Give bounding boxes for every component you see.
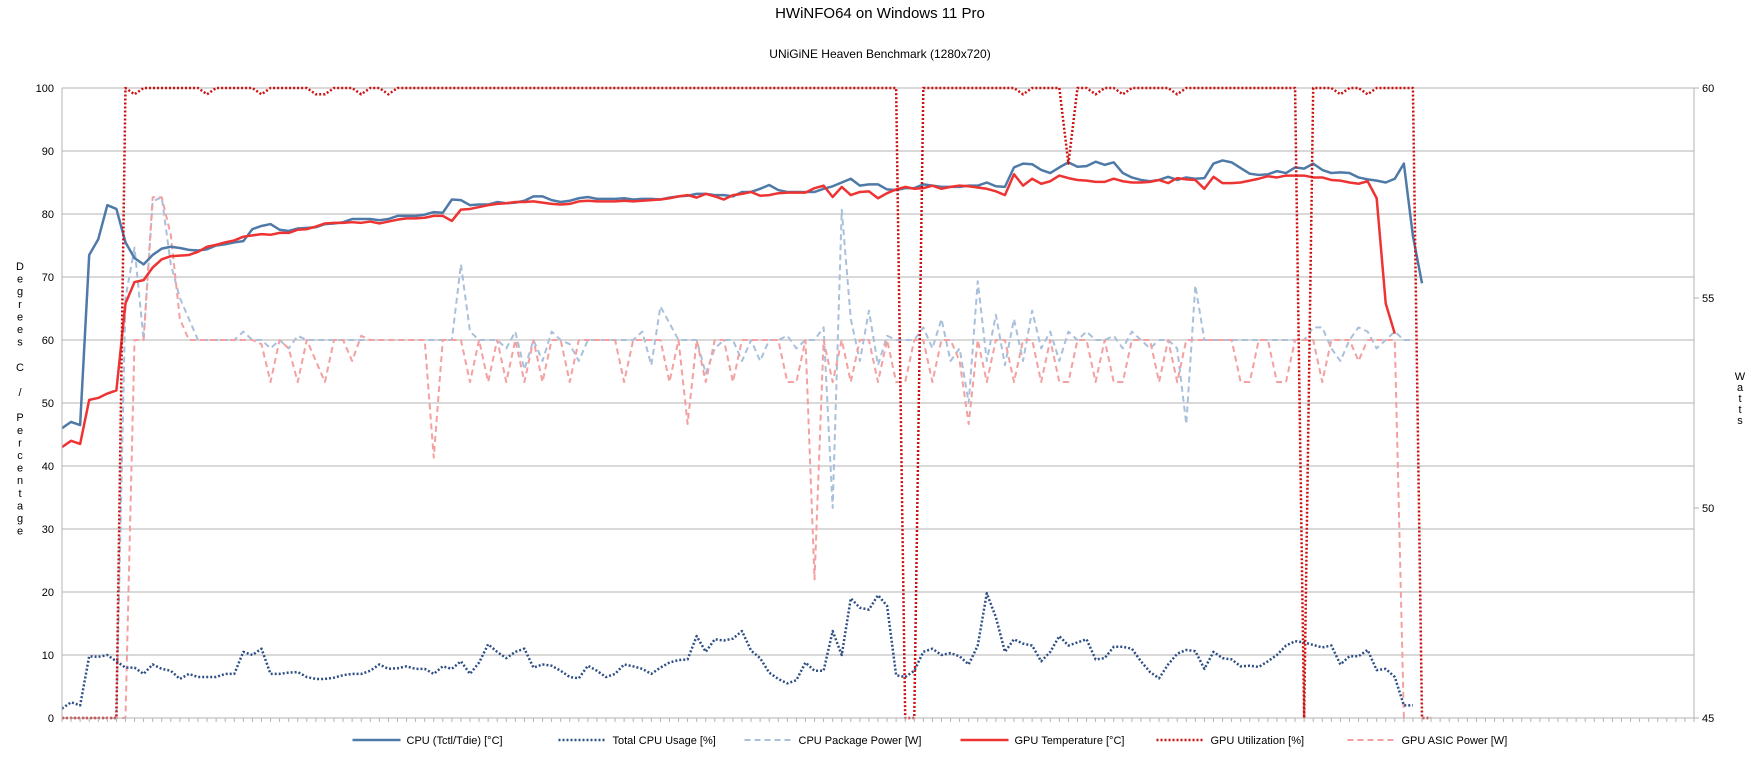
y-tick-label: 80 <box>42 209 54 221</box>
series-line-3 <box>61 173 1396 449</box>
y-tick-label: 40 <box>42 461 54 473</box>
legend-label: CPU (Tctl/Tdie) [°C] <box>407 735 503 747</box>
y-axis-label-char: e <box>17 425 23 437</box>
legend-label: Total CPU Usage [%] <box>613 735 716 747</box>
y-axis-label-char: a <box>17 500 24 512</box>
y2-tick-label: 60 <box>1702 83 1714 95</box>
y-tick-label: 90 <box>42 146 54 158</box>
y-axis-label-char: e <box>17 324 23 336</box>
axis-layer: 010203040506070809010045505560DegreesC/P… <box>16 83 1746 725</box>
y2-tick-label: 55 <box>1702 293 1714 305</box>
legend-label: GPU Temperature [°C] <box>1015 735 1125 747</box>
y-axis-label-char: e <box>17 311 23 323</box>
y-tick-label: 50 <box>42 398 54 410</box>
legend-label: GPU ASIC Power [W] <box>1402 735 1508 747</box>
y-axis-label-char: g <box>17 513 23 525</box>
y2-axis-label-char: a <box>1737 382 1744 394</box>
y2-tick-label: 50 <box>1702 503 1714 515</box>
series-line-5 <box>62 196 1405 719</box>
y2-tick-label: 45 <box>1702 713 1714 725</box>
y-tick-label: 70 <box>42 272 54 284</box>
y-axis-label-char: s <box>17 337 23 349</box>
y2-axis-label-char: t <box>1738 393 1741 405</box>
series-line-2 <box>62 196 1413 719</box>
legend-item: GPU ASIC Power [W] <box>1347 735 1508 747</box>
y-tick-label: 60 <box>42 335 54 347</box>
legend-item: GPU Utilization [%] <box>1156 735 1305 747</box>
series-layer <box>61 86 1432 720</box>
legend-item: Total CPU Usage [%] <box>558 735 716 747</box>
y-axis-label-char: r <box>18 299 22 311</box>
y2-axis-label-char: s <box>1737 415 1743 427</box>
y-axis-label-char: / <box>18 387 22 399</box>
y-axis-label-char: P <box>16 412 23 424</box>
chart-title: HWiNFO64 on Windows 11 Pro <box>775 5 985 22</box>
y-axis-label-char: e <box>17 463 23 475</box>
chart-subtitle: UNiGiNE Heaven Benchmark (1280x720) <box>769 47 990 61</box>
legend-label: GPU Utilization [%] <box>1211 735 1305 747</box>
y-tick-label: 10 <box>42 650 54 662</box>
series-line-1 <box>61 592 1413 710</box>
y-axis-label-char: D <box>16 261 24 273</box>
y-axis-label-char: c <box>17 450 23 462</box>
y-axis-label-char: C <box>16 362 24 374</box>
legend-item: GPU Temperature [°C] <box>960 735 1125 747</box>
legend-item: CPU (Tctl/Tdie) [°C] <box>352 735 503 747</box>
y-axis-label-char: r <box>18 437 22 449</box>
y-axis-label-char: n <box>17 475 23 487</box>
y-tick-label: 30 <box>42 524 54 536</box>
y-tick-label: 100 <box>36 83 54 95</box>
y-axis-label-char: e <box>17 526 23 538</box>
y-axis-label-char: e <box>17 274 23 286</box>
y-axis-label-char: g <box>17 286 23 298</box>
series-line-0 <box>61 159 1424 430</box>
legend-item: CPU Package Power [W] <box>744 735 922 747</box>
chart-legend: CPU (Tctl/Tdie) [°C] Total CPU Usage [%] C… <box>352 735 1508 747</box>
y-axis-label-char: t <box>18 488 21 500</box>
legend-label: CPU Package Power [W] <box>799 735 922 747</box>
grid-layer <box>62 87 1694 719</box>
series-line-4 <box>62 86 1432 720</box>
y-tick-label: 0 <box>48 713 54 725</box>
y2-axis-label-char: t <box>1738 404 1741 416</box>
y2-axis-label-char: W <box>1735 371 1746 383</box>
y-tick-label: 20 <box>42 587 54 599</box>
